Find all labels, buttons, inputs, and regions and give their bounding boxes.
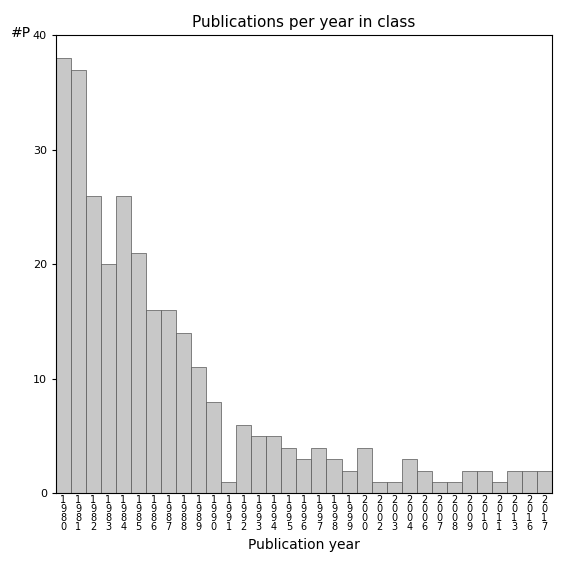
Bar bbox=[417, 471, 431, 493]
Bar bbox=[101, 264, 116, 493]
Bar bbox=[161, 310, 176, 493]
Bar bbox=[221, 482, 236, 493]
Bar bbox=[462, 471, 477, 493]
Bar bbox=[206, 402, 221, 493]
Bar bbox=[507, 471, 522, 493]
Bar bbox=[297, 459, 311, 493]
Bar bbox=[236, 425, 251, 493]
Bar bbox=[176, 333, 191, 493]
Bar bbox=[191, 367, 206, 493]
Bar bbox=[146, 310, 161, 493]
Bar bbox=[492, 482, 507, 493]
Bar bbox=[401, 459, 417, 493]
Bar bbox=[116, 196, 131, 493]
Bar bbox=[281, 447, 297, 493]
Bar bbox=[327, 459, 341, 493]
Bar bbox=[371, 482, 387, 493]
Bar bbox=[86, 196, 101, 493]
Bar bbox=[311, 447, 327, 493]
Bar bbox=[431, 482, 447, 493]
Bar bbox=[537, 471, 552, 493]
Bar bbox=[56, 58, 71, 493]
Bar bbox=[131, 253, 146, 493]
Bar bbox=[477, 471, 492, 493]
Bar bbox=[266, 436, 281, 493]
Bar bbox=[447, 482, 462, 493]
Bar bbox=[357, 447, 371, 493]
Bar bbox=[522, 471, 537, 493]
Bar bbox=[251, 436, 266, 493]
Y-axis label: #P: #P bbox=[11, 26, 31, 40]
Bar bbox=[387, 482, 401, 493]
Bar bbox=[341, 471, 357, 493]
X-axis label: Publication year: Publication year bbox=[248, 538, 360, 552]
Title: Publications per year in class: Publications per year in class bbox=[192, 15, 416, 30]
Bar bbox=[71, 70, 86, 493]
